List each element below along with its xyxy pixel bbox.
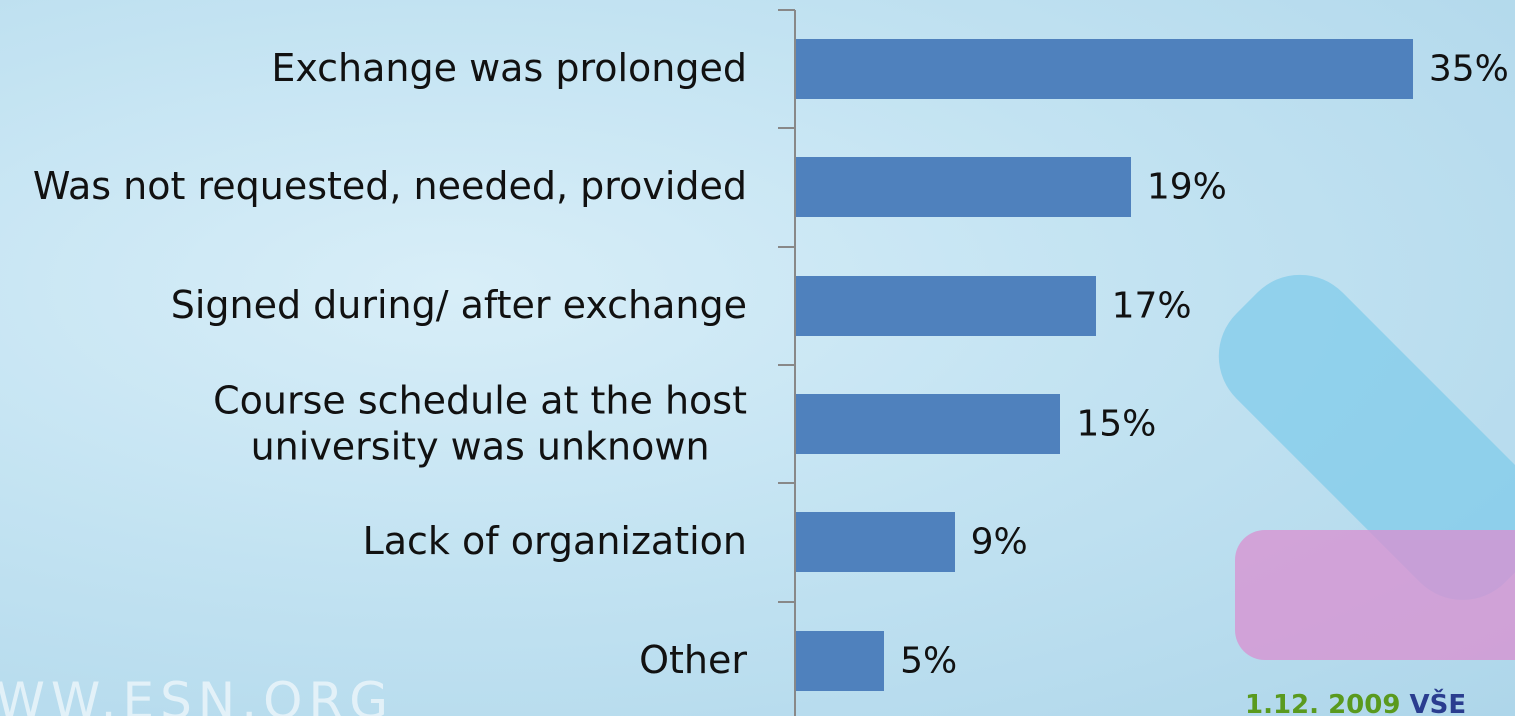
- bar: [796, 157, 1131, 218]
- value-label: 19%: [1146, 166, 1227, 208]
- category-tick: [778, 600, 795, 603]
- value-label: 9%: [970, 521, 1028, 563]
- category-label: Was not requested, needed, provided: [32, 164, 747, 209]
- value-label: 17%: [1111, 285, 1192, 327]
- category-tick: [778, 127, 795, 130]
- category-tick: [778, 482, 795, 485]
- axis: [794, 10, 796, 716]
- value-label: 15%: [1076, 403, 1157, 445]
- place: VŠE: [1409, 690, 1467, 716]
- bar: [796, 394, 1061, 455]
- category-tick: [778, 9, 795, 11]
- site-watermark: WWW.ESN.ORG: [0, 672, 394, 716]
- bar: [796, 275, 1096, 336]
- category-label: Lack of organization: [362, 519, 747, 564]
- value-label: 35%: [1428, 48, 1509, 90]
- category-label: Exchange was prolonged: [271, 46, 747, 91]
- footer-date: 1.12. 2009 VŠE: [1245, 690, 1466, 716]
- bar: [796, 512, 955, 573]
- category-label: Course schedule at the host university w…: [213, 378, 747, 469]
- deco-pink: [1235, 530, 1515, 660]
- bar: [796, 630, 885, 691]
- category-label: Other: [639, 637, 747, 682]
- value-label: 5%: [900, 640, 958, 682]
- bar: [796, 39, 1413, 100]
- date: 1.12. 2009: [1245, 690, 1401, 716]
- category-tick: [778, 363, 795, 366]
- category-tick: [778, 245, 795, 248]
- category-label: Signed during/ after exchange: [170, 282, 747, 327]
